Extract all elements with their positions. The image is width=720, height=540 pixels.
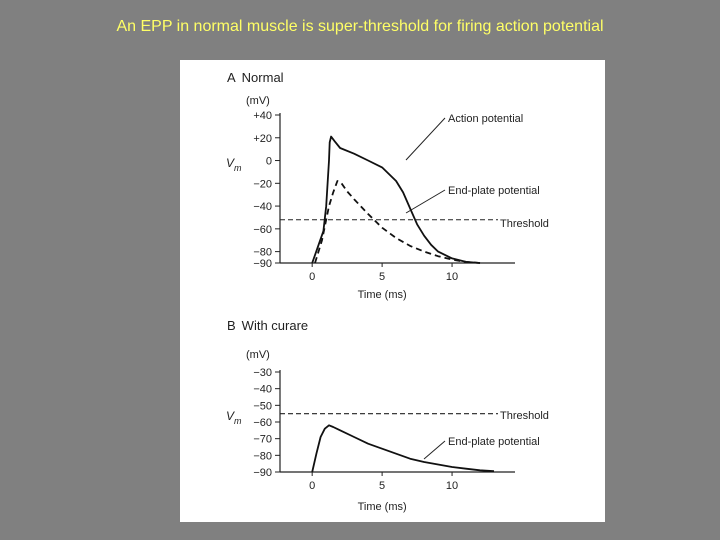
y-axis-symbol: V xyxy=(226,409,235,423)
annotation-label: End-plate potential xyxy=(448,185,540,197)
y-tick-label: 0 xyxy=(266,156,272,168)
panel-title-text: Normal xyxy=(242,70,284,85)
y-unit-label: (mV) xyxy=(246,95,270,107)
y-tick-label: +40 xyxy=(253,110,272,122)
y-axis-symbol: V xyxy=(226,156,235,170)
annotation-leader-line xyxy=(423,440,446,460)
y-axis-label: Vm xyxy=(226,409,242,426)
y-tick-label: −20 xyxy=(253,178,272,190)
x-axis-label: Time (ms) xyxy=(358,289,407,301)
annotation-label: End-plate potential xyxy=(448,436,540,448)
series-line-end-plate-potential xyxy=(311,424,495,473)
x-axis-label: Time (ms) xyxy=(358,501,407,513)
y-tick-label: +20 xyxy=(253,133,272,145)
panel-title-text: With curare xyxy=(242,318,308,333)
series-line-end-plate-potential xyxy=(314,180,481,264)
panel-title: A Normal xyxy=(227,70,284,85)
x-tick-label: 0 xyxy=(309,480,315,492)
x-tick-label: 10 xyxy=(446,480,458,492)
y-tick-label: −90 xyxy=(253,467,272,479)
annotation-label: Action potential xyxy=(448,113,523,125)
annotation-leader-line xyxy=(405,117,446,161)
annotation-label: Threshold xyxy=(500,218,549,230)
y-tick-label: −30 xyxy=(253,367,272,379)
y-tick-label: −60 xyxy=(253,224,272,236)
x-tick-label: 10 xyxy=(446,271,458,283)
x-tick-label: 5 xyxy=(379,271,385,283)
y-tick-label: −40 xyxy=(253,384,272,396)
y-tick-label: −70 xyxy=(253,434,272,446)
y-axis-label: Vm xyxy=(226,156,242,173)
y-axis-subscript: m xyxy=(234,416,242,426)
y-tick-label: −80 xyxy=(253,450,272,462)
annotation-label: Threshold xyxy=(500,410,549,422)
figure-svg: A Normal(mV)Vm+40+200−20−40−60−80−900 5 10T… xyxy=(226,70,549,513)
panel-title: B With curare xyxy=(227,318,308,333)
y-axis-subscript: m xyxy=(234,163,242,173)
y-tick-label: −60 xyxy=(253,417,272,429)
x-tick-label: 5 xyxy=(379,480,385,492)
annotation-leader-line xyxy=(405,189,446,214)
series-line-action-potential xyxy=(311,135,481,264)
panel-letter: A xyxy=(227,70,236,85)
y-tick-label: −90 xyxy=(253,258,272,270)
chart-panel-curare: B With curare (mV) Vm −30 −40 −50 −60 −70 −80 −90 0… xyxy=(226,318,549,513)
y-unit-label: (mV) xyxy=(246,349,270,361)
panel-letter: B xyxy=(227,318,236,333)
slide-title: An EPP in normal muscle is super-thresho… xyxy=(116,18,604,35)
y-tick-label: −50 xyxy=(253,400,272,412)
figure-panel: A Normal (mV) Vm +40 +20 0 −20 −40 −60 −80 −90 0 5 10 T… xyxy=(180,60,605,522)
x-tick-label: 0 xyxy=(309,271,315,283)
y-tick-label: −80 xyxy=(253,247,272,259)
y-tick-label: −40 xyxy=(253,201,272,213)
chart-panel-normal: A Normal (mV) Vm +40 +20 0 −20 −40 −60 −80−90 0 5 10 T… xyxy=(226,70,549,301)
